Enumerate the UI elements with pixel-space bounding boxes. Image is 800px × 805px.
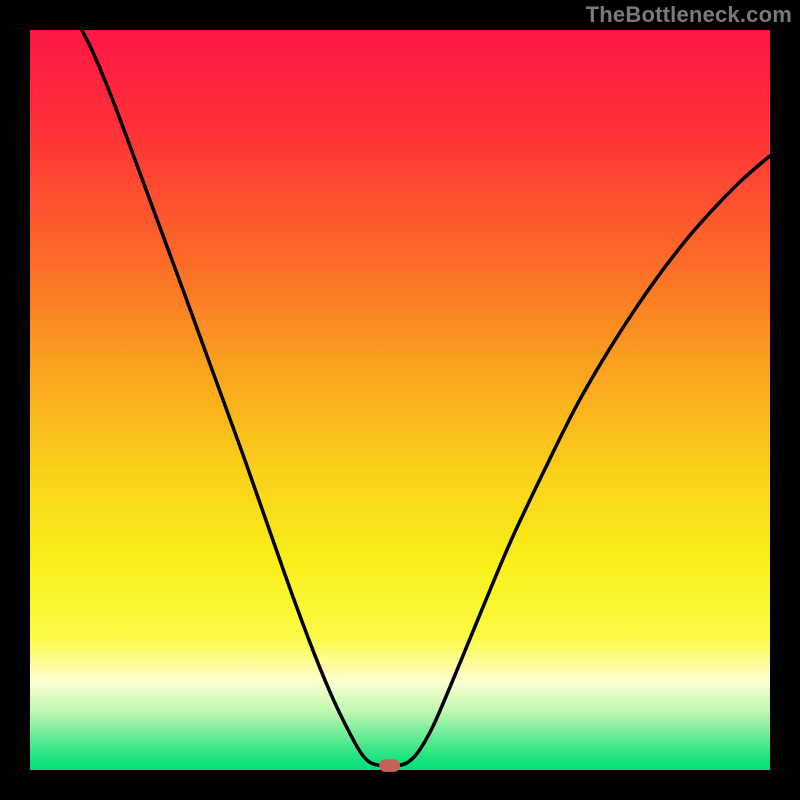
bottleneck-chart bbox=[0, 0, 800, 800]
chart-background bbox=[30, 30, 770, 770]
chart-svg bbox=[0, 0, 800, 800]
optimal-marker bbox=[379, 759, 400, 772]
watermark-text: TheBottleneck.com bbox=[586, 2, 792, 28]
